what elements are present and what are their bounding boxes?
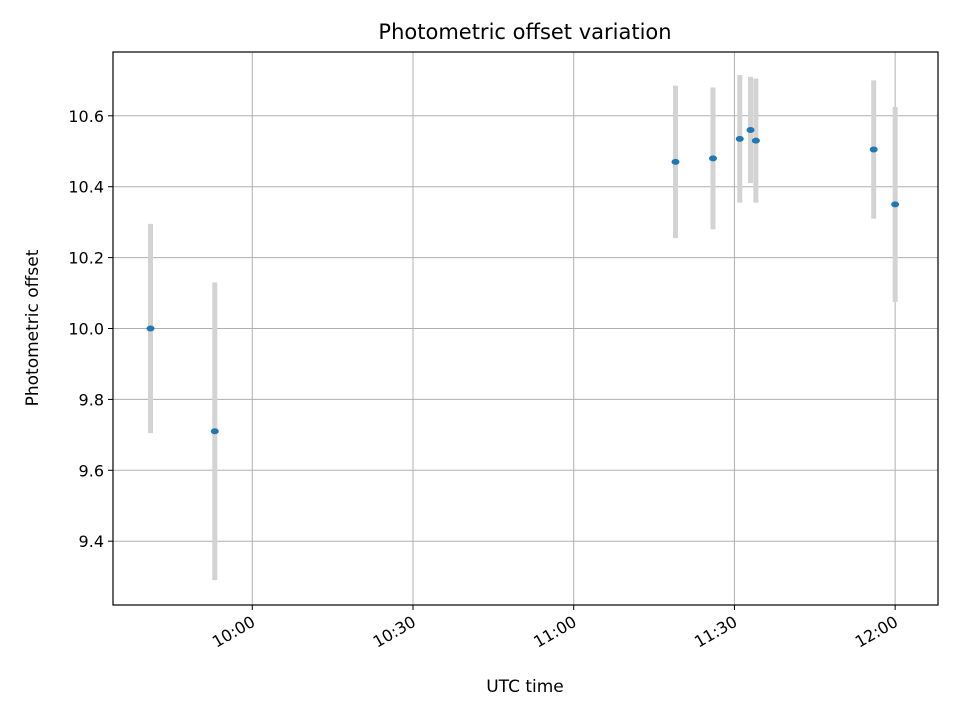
data-point	[210, 428, 219, 435]
data-point	[671, 158, 680, 165]
data-point	[709, 155, 717, 162]
data-point	[751, 137, 760, 144]
data-point	[869, 146, 878, 153]
y-tick-label: 9.8	[79, 390, 104, 409]
chart-title: Photometric offset variation	[378, 20, 671, 44]
data-point	[735, 135, 744, 142]
data-point	[746, 126, 755, 133]
x-axis-label: UTC time	[486, 677, 564, 697]
data-point	[146, 325, 155, 332]
data-point	[891, 201, 900, 208]
y-axis-label: Photometric offset	[23, 249, 43, 406]
y-tick-label: 10.6	[68, 107, 104, 126]
data-points	[146, 126, 900, 435]
y-tick-label: 9.6	[79, 461, 104, 480]
y-tick-label: 10.4	[68, 178, 104, 197]
grid	[113, 52, 938, 605]
y-tick-label: 10.0	[68, 320, 104, 339]
y-tick-label: 10.2	[68, 249, 104, 268]
y-tick-label: 9.4	[79, 532, 104, 551]
